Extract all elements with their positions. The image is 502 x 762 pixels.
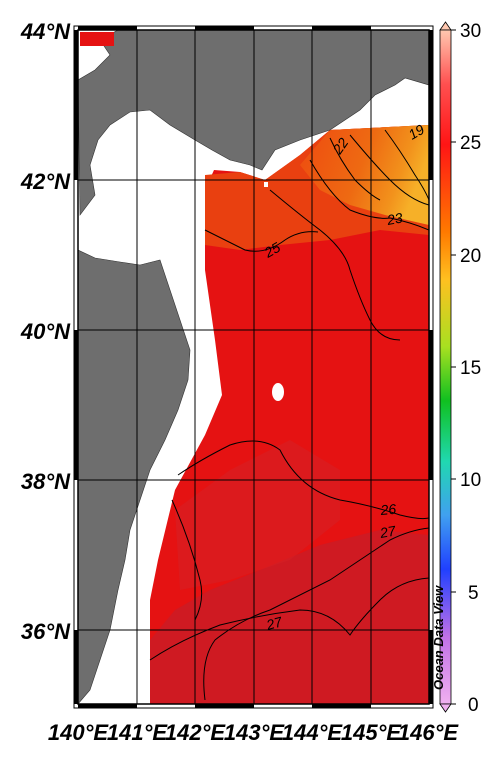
colorbar-bottom-arrow: [439, 703, 452, 713]
cool-water-region: [300, 125, 429, 225]
lon-label-143: 143°E: [224, 720, 286, 745]
lat-label-36: 36°N: [21, 619, 71, 644]
graticule: [78, 30, 429, 704]
contour-labels: 19 22 23 25 26 27 27: [261, 121, 428, 633]
lat-label-40: 40°N: [20, 319, 71, 344]
frame-tick: [312, 704, 371, 708]
longitude-labels: 140°E 141°E 142°E 143°E 144°E 145°E 146°…: [48, 720, 460, 745]
contour-label: 25: [261, 239, 284, 261]
colorbar-label-20: 20: [460, 246, 481, 267]
colorbar: 30 25 20 15 10 5 0: [439, 21, 481, 716]
no-data-hole: [264, 182, 268, 187]
deep-red-patch: [175, 440, 340, 590]
colorbar-label-5: 5: [468, 583, 479, 604]
frame-tick: [78, 26, 137, 30]
data-field: [78, 30, 429, 704]
colorbar-label-10: 10: [460, 470, 481, 491]
frame-tick: [74, 30, 78, 180]
lon-label-145: 145°E: [341, 720, 403, 745]
contour-25: [204, 229, 319, 252]
frame-tick: [78, 704, 137, 708]
contour-label: 27: [264, 613, 285, 633]
lat-label-44: 44°N: [20, 19, 71, 44]
lon-label-142: 142°E: [165, 720, 227, 745]
lat-label-38: 38°N: [21, 469, 71, 494]
data-patch: [80, 32, 114, 46]
colorbar-label-15: 15: [460, 358, 481, 379]
lon-label-146: 146°E: [398, 720, 460, 745]
lon-label-140: 140°E: [48, 720, 110, 745]
frame-tick: [429, 630, 433, 704]
colorbar-label-25: 25: [460, 133, 481, 154]
frame-tick: [195, 704, 254, 708]
no-data-hole: [272, 383, 284, 401]
contour-lines: [149, 129, 429, 701]
contour-label: 27: [378, 522, 398, 541]
frame-tick: [74, 630, 78, 704]
frame-tick: [429, 330, 433, 480]
frame-ticks: [74, 26, 433, 708]
lon-label-144: 144°E: [282, 720, 344, 745]
lat-label-42: 42°N: [20, 169, 71, 194]
lon-label-141: 141°E: [107, 720, 169, 745]
deep-red-region: [150, 530, 429, 704]
frame-tick: [429, 30, 433, 180]
frame-tick: [195, 26, 254, 30]
colorbar-label-30: 30: [460, 21, 481, 42]
contour-26b: [171, 499, 203, 621]
map-frame: [73, 25, 434, 709]
contour-24: [269, 189, 401, 341]
contour-23: [309, 159, 429, 231]
contour-19: [384, 129, 429, 201]
contour-27b: [149, 577, 429, 661]
contour-label: 19: [406, 121, 428, 143]
contour-label: 26: [379, 501, 397, 518]
frame-tick: [74, 330, 78, 480]
contour-label: 23: [385, 209, 404, 228]
contour-26: [177, 440, 429, 520]
latitude-labels: 44°N 42°N 40°N 38°N 36°N: [20, 19, 71, 644]
contour-27a: [203, 527, 429, 701]
colorbar-ticks: [451, 29, 456, 705]
colorbar-top-arrow: [439, 21, 452, 31]
colorbar-label-0: 0: [468, 695, 479, 716]
ocean-data-view-watermark: Ocean Data View: [431, 585, 446, 690]
frame-tick: [312, 26, 371, 30]
contour-label: 22: [329, 135, 352, 158]
honshu-land: [78, 249, 191, 704]
